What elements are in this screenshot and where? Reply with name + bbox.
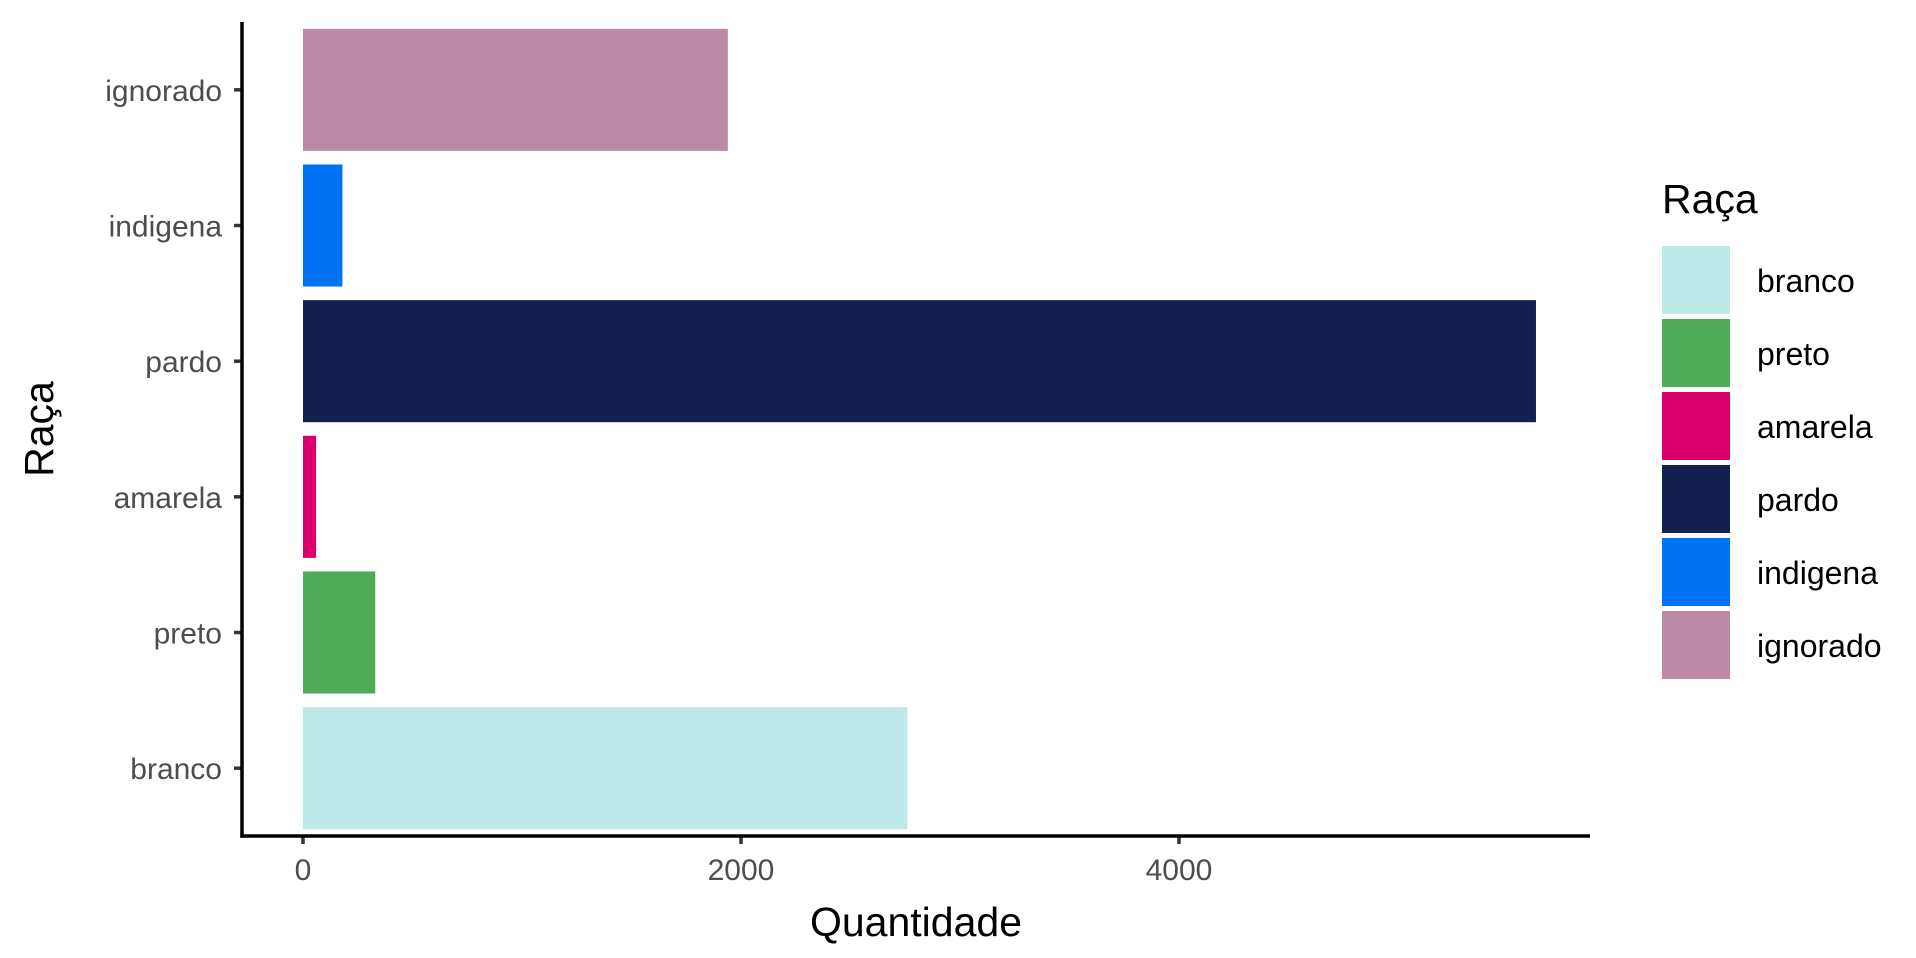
legend-label-indigena: indigena [1757,555,1878,591]
y-tick-label-ignorado: ignorado [105,75,222,108]
bar-amarela [303,435,317,558]
legend: Raça branco preto amarela pardo indigena igno… [1662,176,1882,679]
y-tick-label-branco: branco [130,753,222,786]
bar-indigena [303,164,343,287]
x-tick-label: 4000 [1146,854,1213,887]
legend-label-preto: preto [1757,336,1830,372]
legend-label-ignorado: ignorado [1757,628,1882,664]
legend-label-pardo: pardo [1757,482,1839,518]
legend-key-ignorado [1662,611,1730,679]
legend-key-amarela [1662,392,1730,460]
x-axis-ticks: 0 2000 4000 [295,836,1213,887]
y-axis-title: Raça [16,381,62,477]
bar-pardo [303,300,1536,423]
y-tick-label-indigena: indigena [109,211,223,244]
x-tick-label: 0 [295,854,312,887]
y-tick-label-pardo: pardo [145,346,222,379]
x-axis-title: Quantidade [810,899,1022,945]
bar-preto [303,571,376,694]
legend-label-amarela: amarela [1757,409,1873,445]
legend-items: branco preto amarela pardo indigena ignorado [1662,246,1882,679]
bar-branco [303,707,908,830]
y-axis-ticks: branco preto amarela pardo indigena ignorado [105,75,242,786]
x-tick-label: 2000 [708,854,775,887]
y-tick-label-amarela: amarela [114,482,223,515]
legend-key-preto [1662,319,1730,387]
legend-key-branco [1662,246,1730,314]
bar-ignorado [303,28,728,151]
legend-label-branco: branco [1757,263,1855,299]
y-tick-label-preto: preto [154,618,222,651]
bars-group [303,28,1536,830]
legend-title: Raça [1662,176,1758,222]
legend-key-indigena [1662,538,1730,606]
legend-key-pardo [1662,465,1730,533]
